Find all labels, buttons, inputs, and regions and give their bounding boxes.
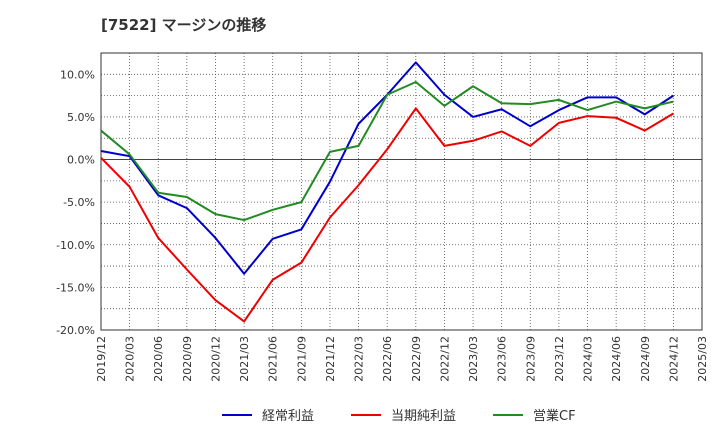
x-tick-label: 2021/06 [267, 336, 280, 382]
x-tick-label: 2024/06 [610, 336, 623, 382]
x-tick-label: 2020/03 [124, 336, 137, 382]
x-tick-label: 2022/06 [381, 336, 394, 382]
y-tick-label: 5.0% [67, 111, 95, 124]
x-tick-label: 2023/03 [467, 336, 480, 382]
y-tick-label: -20.0% [56, 324, 95, 337]
legend-label-3: 営業CF [533, 408, 576, 424]
chart-title: [7522] マージンの推移 [101, 16, 267, 34]
x-tick-label: 2024/09 [639, 336, 652, 382]
x-tick-label: 2023/09 [524, 336, 537, 382]
x-tick-label: 2019/12 [95, 336, 108, 382]
x-tick-label: 2023/06 [496, 336, 509, 382]
x-tick-label: 2024/12 [667, 336, 680, 382]
series-line-2 [100, 107, 674, 323]
plot-frame [100, 52, 703, 331]
x-tick-label: 2024/03 [582, 336, 595, 382]
x-tick-label: 2021/09 [295, 336, 308, 382]
series-line-3 [100, 80, 674, 222]
y-tick-label: -15.0% [56, 281, 95, 294]
x-tick-label: 2020/06 [152, 336, 165, 382]
y-tick-label: -10.0% [56, 239, 95, 252]
x-tick-label: 2020/09 [181, 336, 194, 382]
x-tick-label: 2022/09 [410, 336, 423, 382]
x-tick-label: 2022/12 [438, 336, 451, 382]
x-tick-label: 2023/12 [553, 336, 566, 382]
y-tick-label: 10.0% [60, 68, 95, 81]
x-tick-label: 2020/12 [209, 336, 222, 382]
x-tick-label: 2025/03 [696, 336, 709, 382]
y-tick-label: 0.0% [67, 154, 95, 167]
legend-label-1: 経常利益 [262, 409, 314, 424]
legend-label-2: 当期純利益 [391, 409, 456, 424]
x-tick-label: 2021/12 [324, 336, 337, 382]
y-tick-label: -5.0% [63, 196, 95, 209]
plot-area [101, 53, 702, 330]
x-tick-label: 2021/03 [238, 336, 251, 382]
x-tick-label: 2022/03 [353, 336, 366, 382]
